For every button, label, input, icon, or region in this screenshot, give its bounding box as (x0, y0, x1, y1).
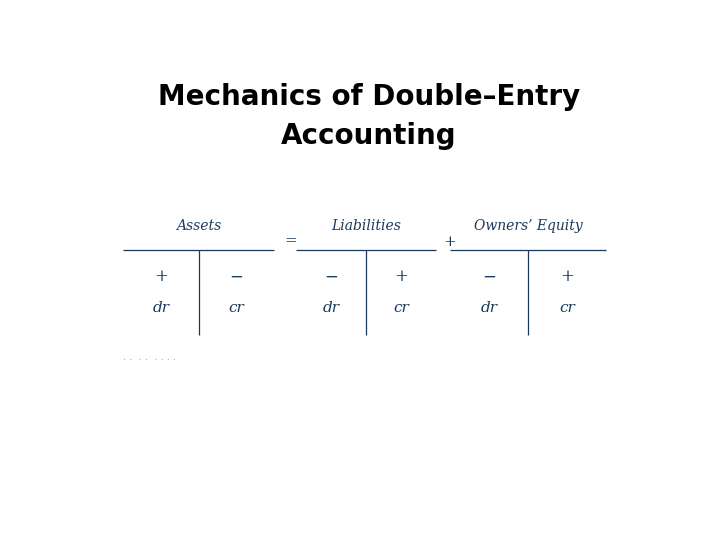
Text: +: + (154, 268, 168, 285)
Text: . .  . .  . . . .: . . . . . . . . (124, 354, 176, 362)
Text: −: − (325, 268, 338, 285)
Text: +: + (560, 268, 574, 285)
Text: Liabilities: Liabilities (331, 219, 401, 233)
Text: dr: dr (153, 301, 170, 315)
Text: +: + (444, 234, 456, 248)
Text: dr: dr (323, 301, 340, 315)
Text: −: − (230, 268, 243, 285)
Text: Mechanics of Double–Entry
Accounting: Mechanics of Double–Entry Accounting (158, 83, 580, 150)
Text: cr: cr (559, 301, 575, 315)
Text: +: + (394, 268, 408, 285)
Text: −: − (482, 268, 496, 285)
Text: dr: dr (480, 301, 498, 315)
Text: =: = (284, 234, 297, 248)
Text: Owners’ Equity: Owners’ Equity (474, 219, 582, 233)
Text: cr: cr (229, 301, 244, 315)
Text: Assets: Assets (176, 219, 222, 233)
Text: cr: cr (393, 301, 409, 315)
